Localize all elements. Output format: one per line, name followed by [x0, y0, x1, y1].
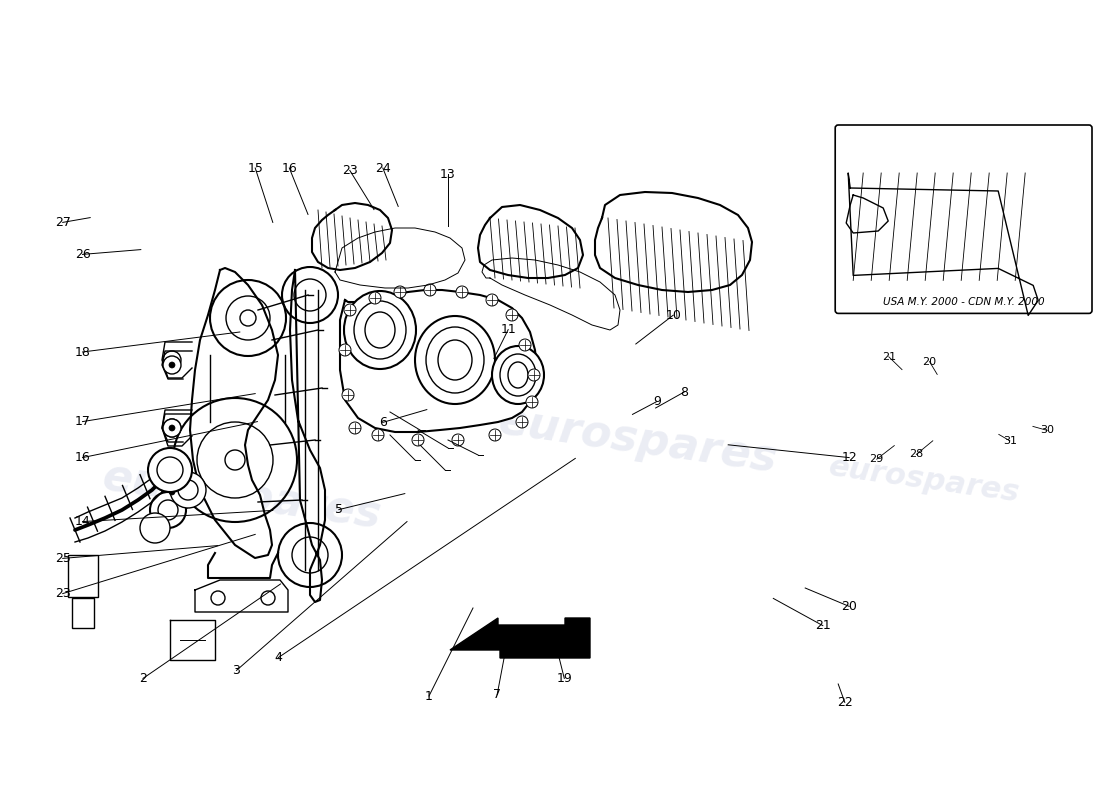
Circle shape: [452, 434, 464, 446]
Circle shape: [349, 422, 361, 434]
Text: 4: 4: [274, 651, 283, 664]
Text: 14: 14: [75, 515, 90, 528]
Text: 24: 24: [375, 162, 390, 174]
Circle shape: [163, 351, 182, 369]
Text: 13: 13: [440, 168, 455, 181]
Circle shape: [169, 362, 175, 368]
Text: eurospares: eurospares: [826, 452, 1022, 508]
Circle shape: [412, 434, 424, 446]
Circle shape: [342, 389, 354, 401]
Circle shape: [486, 294, 498, 306]
Polygon shape: [595, 192, 752, 292]
Bar: [68, 555, 98, 597]
Text: 19: 19: [557, 672, 572, 685]
Circle shape: [163, 419, 182, 437]
Circle shape: [526, 396, 538, 408]
Polygon shape: [312, 203, 392, 270]
Circle shape: [456, 286, 468, 298]
Circle shape: [368, 292, 381, 304]
Circle shape: [261, 591, 275, 605]
FancyBboxPatch shape: [835, 125, 1092, 314]
Circle shape: [163, 483, 182, 501]
Polygon shape: [340, 290, 537, 432]
Text: 21: 21: [815, 619, 830, 632]
Ellipse shape: [415, 316, 495, 404]
Text: 3: 3: [232, 664, 241, 677]
Text: 31: 31: [1003, 436, 1016, 446]
Text: 23: 23: [55, 587, 70, 600]
Circle shape: [506, 309, 518, 321]
Text: 18: 18: [75, 346, 90, 358]
Polygon shape: [190, 268, 278, 558]
Text: 23: 23: [342, 164, 358, 177]
Text: 15: 15: [248, 162, 263, 174]
Text: 7: 7: [493, 688, 502, 701]
Circle shape: [339, 344, 351, 356]
Circle shape: [150, 492, 186, 528]
Circle shape: [163, 356, 182, 374]
Circle shape: [490, 429, 500, 441]
Text: 8: 8: [680, 386, 689, 398]
Circle shape: [140, 513, 170, 543]
Circle shape: [394, 286, 406, 298]
Polygon shape: [450, 618, 590, 658]
Text: 28: 28: [910, 450, 923, 459]
Text: 10: 10: [666, 309, 681, 322]
Circle shape: [163, 486, 182, 504]
Polygon shape: [290, 270, 324, 602]
Text: eurospares: eurospares: [496, 399, 780, 481]
Polygon shape: [478, 205, 583, 278]
Circle shape: [170, 472, 206, 508]
Circle shape: [211, 591, 226, 605]
Circle shape: [344, 304, 356, 316]
Text: eurospares: eurospares: [100, 455, 384, 537]
Ellipse shape: [344, 291, 416, 369]
Circle shape: [169, 425, 175, 431]
Bar: [72, 598, 94, 628]
Text: 25: 25: [55, 552, 70, 565]
Circle shape: [519, 339, 531, 351]
Text: 29: 29: [870, 454, 883, 464]
Text: 16: 16: [75, 451, 90, 464]
Text: 11: 11: [500, 323, 516, 336]
Text: 16: 16: [282, 162, 297, 174]
Text: 6: 6: [378, 416, 387, 429]
Circle shape: [148, 448, 192, 492]
Circle shape: [372, 429, 384, 441]
Text: 20: 20: [923, 357, 936, 366]
Ellipse shape: [492, 346, 544, 404]
Circle shape: [424, 284, 436, 296]
Text: 9: 9: [652, 395, 661, 408]
Text: 30: 30: [1041, 426, 1054, 435]
Text: 1: 1: [425, 690, 433, 702]
Text: 12: 12: [842, 451, 857, 464]
Text: USA M.Y. 2000 - CDN M.Y. 2000: USA M.Y. 2000 - CDN M.Y. 2000: [883, 298, 1044, 307]
Text: 27: 27: [55, 216, 70, 229]
Text: 2: 2: [139, 672, 147, 685]
Circle shape: [516, 416, 528, 428]
Text: 17: 17: [75, 415, 90, 428]
Circle shape: [163, 419, 182, 437]
Text: 20: 20: [842, 600, 857, 613]
Text: 22: 22: [837, 696, 852, 709]
Text: 26: 26: [75, 248, 90, 261]
Text: 5: 5: [334, 503, 343, 516]
Circle shape: [169, 489, 175, 495]
Circle shape: [528, 369, 540, 381]
Text: 21: 21: [882, 352, 895, 362]
